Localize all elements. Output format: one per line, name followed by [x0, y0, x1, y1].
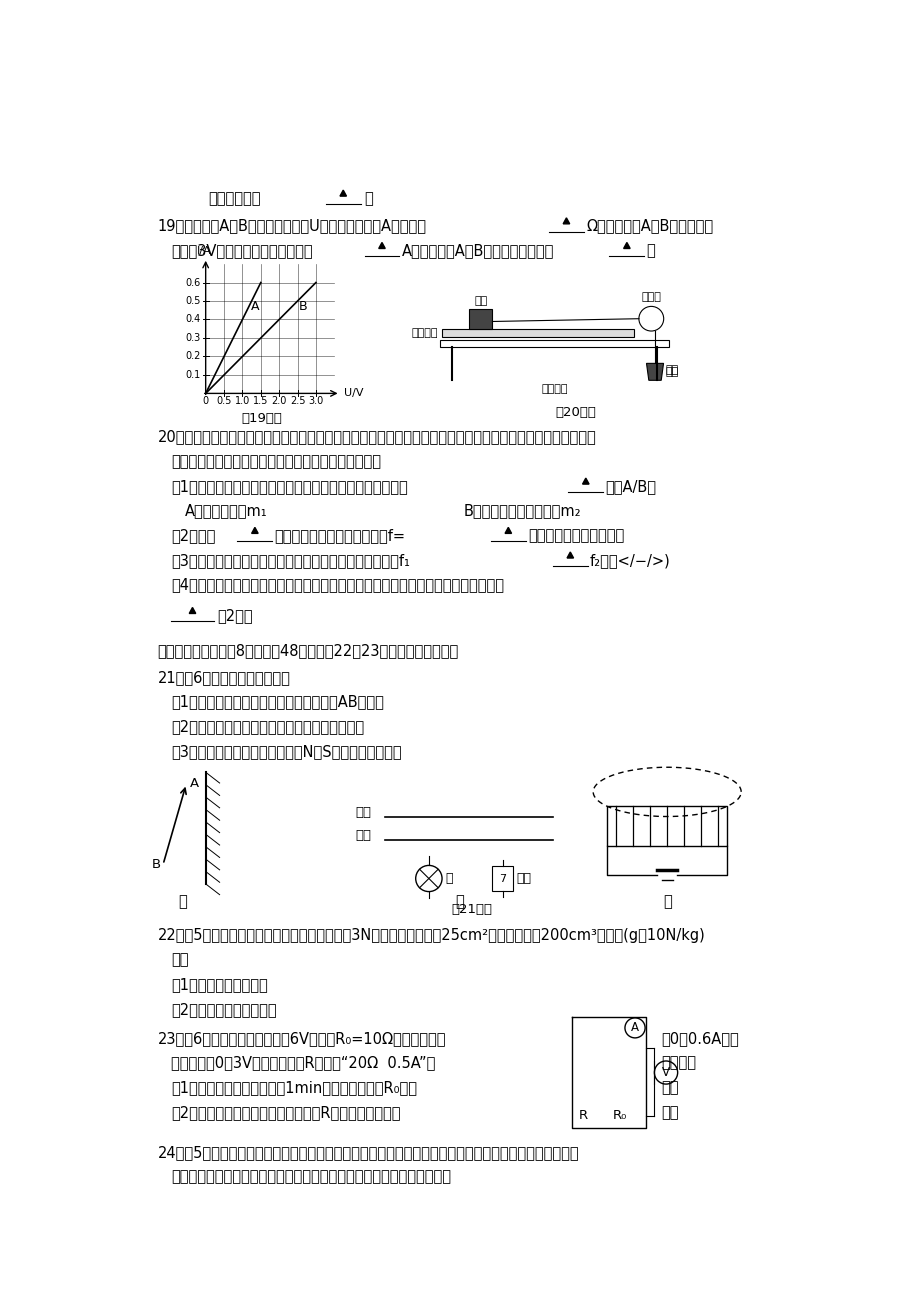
Bar — [441, 329, 633, 337]
Text: （2）茶杯对桌面的压强。: （2）茶杯对桌面的压强。 — [171, 1001, 276, 1017]
Circle shape — [638, 306, 663, 331]
Text: （2）根据: （2）根据 — [171, 529, 215, 543]
Text: 定滑轮: 定滑轮 — [641, 292, 661, 302]
Text: 丙: 丙 — [662, 894, 671, 909]
Text: （2）为了保证电路安全，滑动变阵器R接入电路的最小阵: （2）为了保证电路安全，滑动变阵器R接入电路的最小阵 — [171, 1105, 400, 1120]
Text: 体中的物体所受的浮力进行了探究，其装置和弹簧测力计示数如图所示。: 体中的物体所受的浮力进行了探究，其装置和弹簧测力计示数如图所示。 — [171, 1169, 450, 1185]
Text: 0.5: 0.5 — [216, 397, 232, 406]
Text: 1.5: 1.5 — [253, 397, 268, 406]
Text: 19．两个电阵A和B中的电流与两端U的关系如图，则A的阻值是: 19．两个电阵A和B中的电流与两端U的关系如图，则A的阻值是 — [157, 219, 426, 233]
Polygon shape — [379, 242, 385, 249]
Polygon shape — [562, 217, 569, 224]
Text: A: A — [189, 777, 199, 790]
Text: （2分）: （2分） — [217, 608, 253, 624]
Text: 第20题图: 第20题图 — [555, 406, 596, 419]
Bar — [469, 310, 492, 329]
Text: 可知，滑块受到的滑动摩擦力f=: 可知，滑块受到的滑动摩擦力f= — [275, 529, 405, 543]
Text: 0.1: 0.1 — [186, 370, 201, 380]
Text: 水平桌面: 水平桌面 — [541, 384, 567, 395]
Text: 2.0: 2.0 — [271, 397, 287, 406]
Polygon shape — [646, 363, 663, 380]
Text: 22．（5分）平底茶杯放在水平桌面上，茶杯重3N，茶杯的底面积是25cm²，茶杯内装有200cm³的水。(g叐10N/kg): 22．（5分）平底茶杯放在水平桌面上，茶杯重3N，茶杯的底面积是25cm²，茶杯… — [157, 928, 705, 943]
Text: 20．物理兴趣小组为了测量滑动摩擦力的大小，设计了如图所示的实验装置。实验中，小桶内装入适量的沙子，: 20．物理兴趣小组为了测量滑动摩擦力的大小，设计了如图所示的实验装置。实验中，小… — [157, 430, 596, 444]
Polygon shape — [189, 608, 196, 613]
Circle shape — [415, 866, 441, 892]
Text: 2.5: 2.5 — [289, 397, 305, 406]
Text: 。: 。 — [646, 243, 654, 258]
Text: 值。: 值。 — [661, 1105, 678, 1120]
Text: 小桶: 小桶 — [665, 367, 678, 376]
Text: A: A — [251, 301, 259, 314]
Text: （1）茶杯内水的质量。: （1）茶杯内水的质量。 — [171, 976, 267, 992]
Text: 1.0: 1.0 — [234, 397, 250, 406]
Text: （1）当电路中电流最小时，1min内电流通过电阵R₀做的: （1）当电路中电流最小时，1min内电流通过电阵R₀做的 — [171, 1081, 416, 1095]
Text: 功。: 功。 — [661, 1081, 678, 1095]
Text: B: B — [299, 301, 307, 314]
Text: V: V — [662, 1066, 669, 1079]
Text: 零线: 零线 — [355, 829, 371, 842]
Text: A: A — [630, 1021, 639, 1034]
Text: 24．（5分）小明用弹簧测力计、圆柱体、两个相同的圆柱形容器，分别装有一定量的水和盐水，对浸在液: 24．（5分）小明用弹簧测力计、圆柱体、两个相同的圆柱形容器，分别装有一定量的水… — [157, 1144, 579, 1160]
Polygon shape — [252, 527, 258, 534]
Text: A，两个电阵A、B产生的热量之比是: A，两个电阵A、B产生的热量之比是 — [402, 243, 553, 258]
Text: 0.5: 0.5 — [186, 296, 201, 306]
Text: R: R — [578, 1109, 587, 1122]
Text: （1）为了测量滑块受到的滑动摩擦力，需要测量的物理量是: （1）为了测量滑块受到的滑动摩擦力，需要测量的物理量是 — [171, 479, 407, 493]
Polygon shape — [505, 527, 511, 534]
Text: 开关: 开关 — [516, 872, 531, 885]
Text: 压表量程为0～3V，滑动变阵器R上标有“20Ω  0.5A”字: 压表量程为0～3V，滑动变阵器R上标有“20Ω 0.5A”字 — [171, 1056, 435, 1070]
Text: 求：: 求： — [171, 953, 188, 967]
Text: I/A: I/A — [197, 246, 211, 256]
Text: 23．（6分）如图，电源电压为6V，电阵R₀=10Ω，电流表量程: 23．（6分）如图，电源电压为6V，电阵R₀=10Ω，电流表量程 — [157, 1031, 446, 1046]
Bar — [491, 866, 513, 891]
Text: 21．（6分）按题目要求作图：: 21．（6分）按题目要求作图： — [157, 669, 290, 685]
Polygon shape — [582, 478, 588, 484]
Text: 为0～0.6A，电: 为0～0.6A，电 — [661, 1031, 738, 1046]
Text: 滑块: 滑块 — [473, 296, 487, 306]
Text: 。: 。 — [364, 191, 373, 206]
Circle shape — [624, 1018, 644, 1038]
Text: 灯: 灯 — [445, 872, 452, 885]
Text: 电压为3V的电源两端，则总电流是: 电压为3V的电源两端，则总电流是 — [171, 243, 312, 258]
Text: 样。求：: 样。求： — [661, 1056, 696, 1070]
Text: 粗糙木板: 粗糙木板 — [411, 328, 437, 339]
Text: 0.4: 0.4 — [186, 315, 201, 324]
Text: （1）在图甲中用平面镜成像特点作出物体AB的像。: （1）在图甲中用平面镜成像特点作出物体AB的像。 — [171, 694, 383, 710]
Text: （2）在图乙中将开关和灯泡连接到家庭电路中。: （2）在图乙中将开关和灯泡连接到家庭电路中。 — [171, 719, 364, 734]
Text: 7: 7 — [498, 874, 505, 884]
Text: f₂。（</−/>): f₂。（</−/>) — [589, 553, 670, 568]
Text: 3.0: 3.0 — [308, 397, 323, 406]
Text: Ω。若将电阵A和B并联后接在: Ω。若将电阵A和B并联后接在 — [585, 219, 712, 233]
Polygon shape — [566, 552, 573, 559]
Text: U/V: U/V — [344, 388, 363, 398]
Text: （3）在图丙中标出通电螺线管的N、S极和磁感线方向。: （3）在图丙中标出通电螺线管的N、S极和磁感线方向。 — [171, 743, 401, 759]
Text: （3）小桶落地后，滑块继续向前运动，受到的滑动摩擦力f₁: （3）小桶落地后，滑块继续向前运动，受到的滑动摩擦力f₁ — [171, 553, 409, 568]
Text: 沙子: 沙子 — [665, 365, 678, 375]
Polygon shape — [340, 190, 346, 197]
Text: 0.2: 0.2 — [186, 352, 201, 362]
Text: 第21题图: 第21题图 — [450, 904, 492, 917]
Text: B．小桶和沙子的总质量m₂: B．小桶和沙子的总质量m₂ — [463, 504, 581, 518]
Text: 第19题图: 第19题图 — [242, 411, 282, 424]
Text: 三、解答题（本题兲8小题，全48分。解答22、23题时应有解题过程）: 三、解答题（本题兲8小题，全48分。解答22、23题时应有解题过程） — [157, 643, 459, 658]
Text: 0.3: 0.3 — [186, 333, 201, 342]
Text: 火线: 火线 — [355, 806, 371, 819]
Text: A．滑块的质量m₁: A．滑块的质量m₁ — [185, 504, 267, 518]
Text: 甲: 甲 — [178, 894, 187, 909]
Text: 腾，这是因为: 腾，这是因为 — [208, 191, 260, 206]
Text: 0.6: 0.6 — [186, 277, 201, 288]
Text: B: B — [152, 858, 161, 871]
Circle shape — [653, 1061, 677, 1085]
Polygon shape — [623, 242, 630, 249]
Bar — [607, 806, 726, 846]
Text: 。（用物理量符号表示）: 。（用物理量符号表示） — [528, 529, 624, 543]
Text: 滑块恰好做匀速直线运动。（轻绳与滑轮的摩擦不计）: 滑块恰好做匀速直线运动。（轻绳与滑轮的摩擦不计） — [171, 454, 380, 469]
Text: （4）实验中难以判断滑块是否做匀速直线运动，请你对上述实验方法提出改进意见：: （4）实验中难以判断滑块是否做匀速直线运动，请你对上述实验方法提出改进意见： — [171, 577, 504, 592]
Text: 。（A/B）: 。（A/B） — [605, 479, 656, 493]
Text: 乙: 乙 — [455, 894, 464, 909]
Text: 0: 0 — [202, 397, 209, 406]
Text: R₀: R₀ — [612, 1109, 626, 1122]
Bar — [440, 340, 668, 348]
